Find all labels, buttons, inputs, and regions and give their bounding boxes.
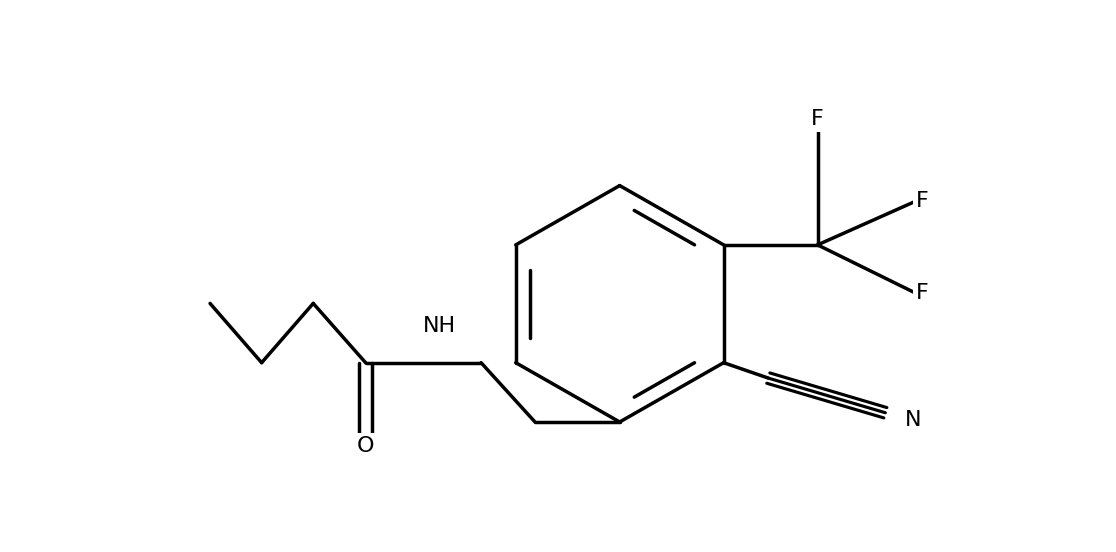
Text: F: F: [811, 109, 824, 129]
Text: F: F: [916, 191, 929, 211]
Text: NH: NH: [423, 316, 455, 337]
Text: N: N: [905, 411, 921, 431]
Text: O: O: [357, 436, 374, 456]
Text: F: F: [916, 283, 929, 304]
